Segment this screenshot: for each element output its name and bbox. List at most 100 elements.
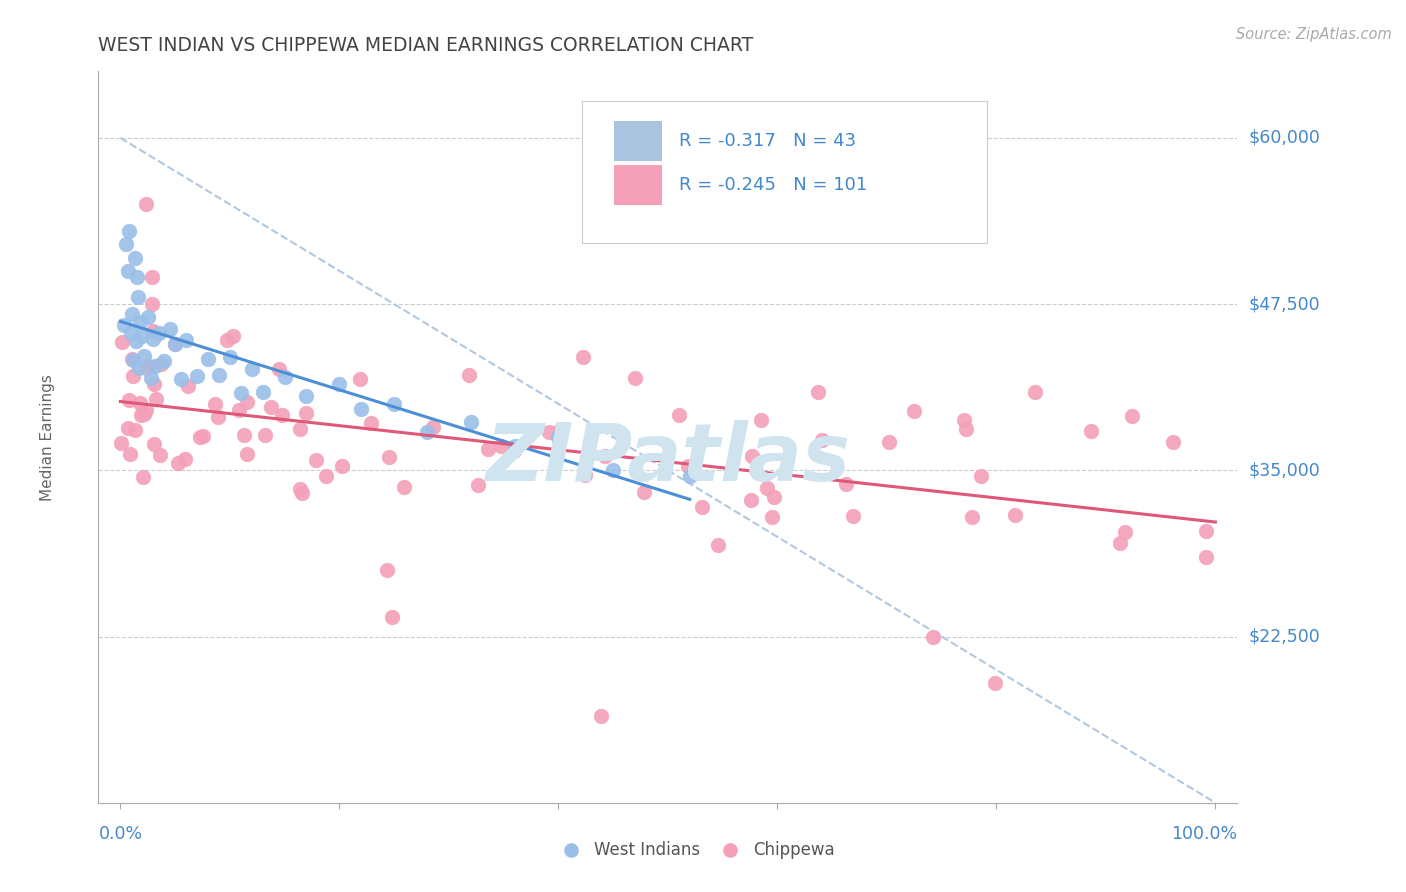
Point [392,480,415,494]
Point [204,397,226,411]
Point [295,406,318,420]
Point [315,469,337,483]
Point [1108,536,1130,550]
Point [145,392,167,407]
Point [591,709,613,723]
Point [547,430,569,444]
Point [1195,524,1218,538]
Point [136,310,159,325]
Point [668,408,690,422]
Point [288,482,311,496]
Point [375,563,398,577]
Text: WEST INDIAN VS CHIPPEWA MEDIAN EARNINGS CORRELATION CHART: WEST INDIAN VS CHIPPEWA MEDIAN EARNINGS … [98,36,754,54]
Point [132,407,155,421]
Point [755,481,778,495]
Point [148,326,170,341]
Point [124,251,146,265]
Point [228,403,250,417]
Point [749,413,772,427]
Point [143,436,166,450]
Text: R = -0.245   N = 101: R = -0.245 N = 101 [679,176,868,194]
Point [548,423,571,437]
Point [877,435,900,450]
Point [477,442,499,456]
Point [741,449,763,463]
Point [572,350,595,364]
Point [141,297,163,311]
FancyBboxPatch shape [614,120,662,161]
Point [1080,424,1102,438]
Point [602,463,624,477]
Point [135,402,157,417]
Point [984,676,1007,690]
Point [190,430,212,444]
Point [295,389,318,403]
Point [328,376,350,391]
Text: Median Earnings: Median Earnings [39,374,55,500]
Point [503,443,526,458]
Point [138,359,160,373]
Point [118,392,141,407]
Point [1024,385,1046,400]
Point [197,351,219,366]
Point [127,290,149,304]
Point [236,447,259,461]
Point [903,404,925,418]
Point [574,467,596,482]
Point [218,351,240,365]
Point [953,413,976,427]
Point [593,449,616,463]
Point [416,425,439,439]
Text: $22,500: $22,500 [1249,628,1320,646]
Point [381,609,404,624]
Point [254,428,277,442]
Point [169,371,191,385]
Point [350,402,373,417]
Point [679,468,702,483]
Point [117,421,139,435]
Point [215,333,238,347]
Point [131,470,153,484]
Point [235,394,257,409]
Point [174,333,197,347]
Point [360,416,382,430]
Point [114,237,136,252]
Point [288,422,311,436]
Point [537,425,560,439]
Point [121,351,143,366]
Point [142,332,165,346]
Text: West Indians: West Indians [593,841,700,859]
Point [1004,508,1026,523]
Point [129,396,152,410]
Point [291,486,314,500]
Point [807,384,830,399]
Point [422,420,444,434]
Point [129,315,152,329]
Point [1161,434,1184,449]
Point [110,436,132,450]
Point [489,439,512,453]
Point [503,439,526,453]
Point [134,350,156,364]
Point [120,447,142,461]
Point [118,224,141,238]
Point [124,334,146,348]
Point [842,509,865,524]
Point [111,335,134,350]
Point [305,453,328,467]
Point [139,371,162,385]
Point [136,360,159,375]
Point [240,362,263,376]
Point [763,490,786,504]
Point [208,368,231,382]
Point [1121,409,1143,423]
Point [124,423,146,437]
Point [207,410,229,425]
Point [112,318,135,332]
Point [382,397,405,411]
FancyBboxPatch shape [582,101,987,244]
Point [141,270,163,285]
Point [960,510,983,524]
Point [678,459,700,474]
Point [121,368,143,383]
